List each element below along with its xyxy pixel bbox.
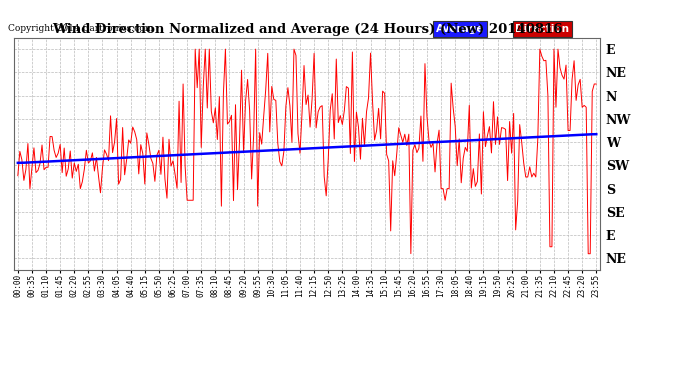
Title: Wind Direction Normalized and Average (24 Hours) (New) 20140816: Wind Direction Normalized and Average (2… bbox=[52, 23, 562, 36]
Text: Copyright 2014 Cartronics.com: Copyright 2014 Cartronics.com bbox=[8, 24, 153, 33]
Text: Average: Average bbox=[436, 24, 484, 34]
Text: Direction: Direction bbox=[515, 24, 569, 34]
